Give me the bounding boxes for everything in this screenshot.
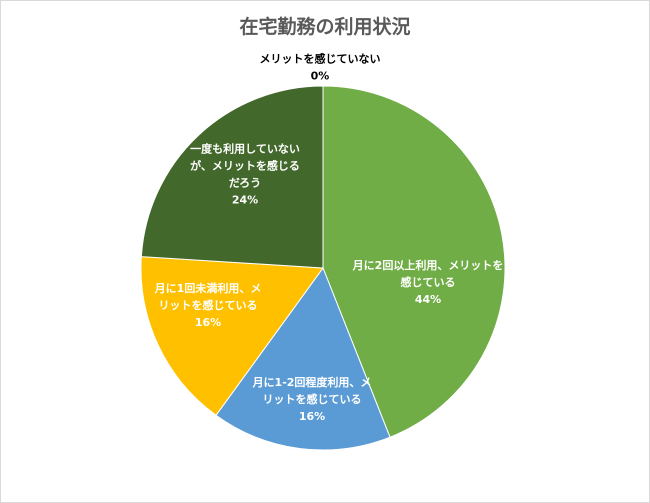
slice-category-label-3: 月に1回未満利用、メ <box>154 281 262 295</box>
slice-category-label-2: 月に1-2回程度利用、メ <box>252 375 372 389</box>
slice-percent-label-1: 44% <box>415 293 441 306</box>
slice-percent-label-4: 24% <box>232 194 258 207</box>
pie-slice-1 <box>322 85 506 438</box>
slice-category-label-5: メリットを感じていない <box>260 52 381 66</box>
pie-slices <box>140 85 506 451</box>
pie-labels: 月に2回以上利用、メリットを感じている44%月に1-2回程度利用、メリットを感じ… <box>154 52 504 424</box>
pie-slice-4 <box>140 85 324 269</box>
slice-percent-label-5: 0% <box>311 70 330 83</box>
slice-category-label-1: 感じている <box>401 275 456 289</box>
slice-category-label-3: リットを感じている <box>159 298 258 312</box>
pie-slice-3 <box>140 256 324 416</box>
slice-percent-label-3: 16% <box>195 316 221 329</box>
slice-category-label-4: だろう <box>229 177 261 190</box>
slice-category-label-2: リットを感じている <box>263 392 362 406</box>
slice-category-label-4: 一度も利用していない <box>190 142 300 156</box>
slice-category-label-4: が、メリットを感じる <box>190 159 300 173</box>
slice-category-label-1: 月に2回以上利用、メリットを <box>352 258 504 272</box>
chart-title: 在宅勤務の利用状況 <box>239 16 411 38</box>
pie-slice-2 <box>215 266 391 451</box>
slice-percent-label-2: 16% <box>299 410 325 423</box>
